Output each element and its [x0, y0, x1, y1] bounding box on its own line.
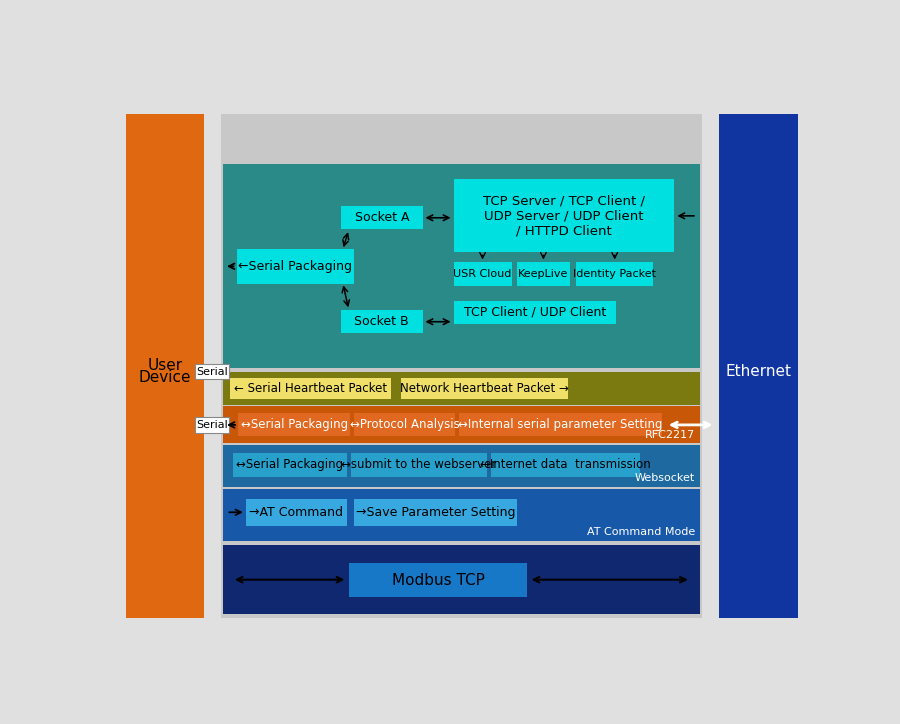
Bar [454, 262, 511, 285]
Text: KeepLive: KeepLive [518, 269, 569, 279]
Text: RFC2217: RFC2217 [645, 429, 696, 439]
Bar [126, 114, 204, 618]
Bar [222, 445, 700, 487]
Bar [355, 499, 517, 526]
Text: Socket B: Socket B [355, 315, 410, 328]
Bar [576, 262, 653, 285]
Text: TCP Client / UDP Client: TCP Client / UDP Client [464, 306, 606, 319]
Bar [349, 563, 527, 597]
Text: Modbus TCP: Modbus TCP [392, 573, 484, 588]
Text: Serial: Serial [196, 420, 228, 430]
Bar [221, 114, 701, 618]
Bar [517, 262, 570, 285]
Bar [222, 164, 700, 368]
Bar [194, 417, 229, 433]
Bar [238, 413, 350, 437]
Bar [237, 248, 355, 284]
Bar [454, 180, 674, 253]
Text: User: User [148, 358, 183, 373]
Bar [491, 452, 640, 477]
Text: ↔Serial Packaging: ↔Serial Packaging [237, 458, 344, 471]
Bar [222, 489, 700, 541]
Bar [246, 499, 346, 526]
Text: Device: Device [139, 371, 192, 385]
Text: USR Cloud: USR Cloud [454, 269, 512, 279]
Bar [222, 545, 700, 615]
Bar [230, 378, 391, 399]
Text: Socket A: Socket A [355, 211, 410, 224]
Bar [222, 406, 700, 443]
Text: ↔Internal serial parameter Setting: ↔Internal serial parameter Setting [458, 418, 662, 432]
Bar [454, 301, 616, 324]
Text: TCP Server / TCP Client /
UDP Server / UDP Client
/ HTTPD Client: TCP Server / TCP Client / UDP Server / U… [483, 194, 645, 237]
Bar [351, 452, 487, 477]
Bar [718, 114, 797, 618]
Bar [232, 452, 347, 477]
Text: ←Serial Packaging: ←Serial Packaging [238, 260, 353, 273]
Text: Network Heartbeat Packet →: Network Heartbeat Packet → [400, 382, 569, 395]
Bar [459, 413, 662, 437]
Text: Identity Packet: Identity Packet [573, 269, 656, 279]
Bar [400, 378, 568, 399]
Bar [341, 206, 422, 230]
Bar [194, 364, 229, 379]
Text: AT Command Mode: AT Command Mode [587, 526, 696, 536]
Text: ↔Internet data  transmission: ↔Internet data transmission [480, 458, 651, 471]
Text: Websocket: Websocket [635, 473, 696, 483]
Text: Serial: Serial [196, 367, 228, 376]
Text: ↔Protocol Analysis: ↔Protocol Analysis [350, 418, 460, 432]
Text: →AT Command: →AT Command [249, 506, 343, 519]
Bar [222, 372, 700, 405]
Text: →Save Parameter Setting: →Save Parameter Setting [356, 506, 516, 519]
Text: Ethernet: Ethernet [725, 364, 791, 379]
Bar [341, 310, 422, 333]
Text: ← Serial Heartbeat Packet: ← Serial Heartbeat Packet [234, 382, 387, 395]
Bar [355, 413, 455, 437]
Text: ↔Serial Packaging: ↔Serial Packaging [240, 418, 347, 432]
Text: ↔submit to the webserver: ↔submit to the webserver [341, 458, 497, 471]
